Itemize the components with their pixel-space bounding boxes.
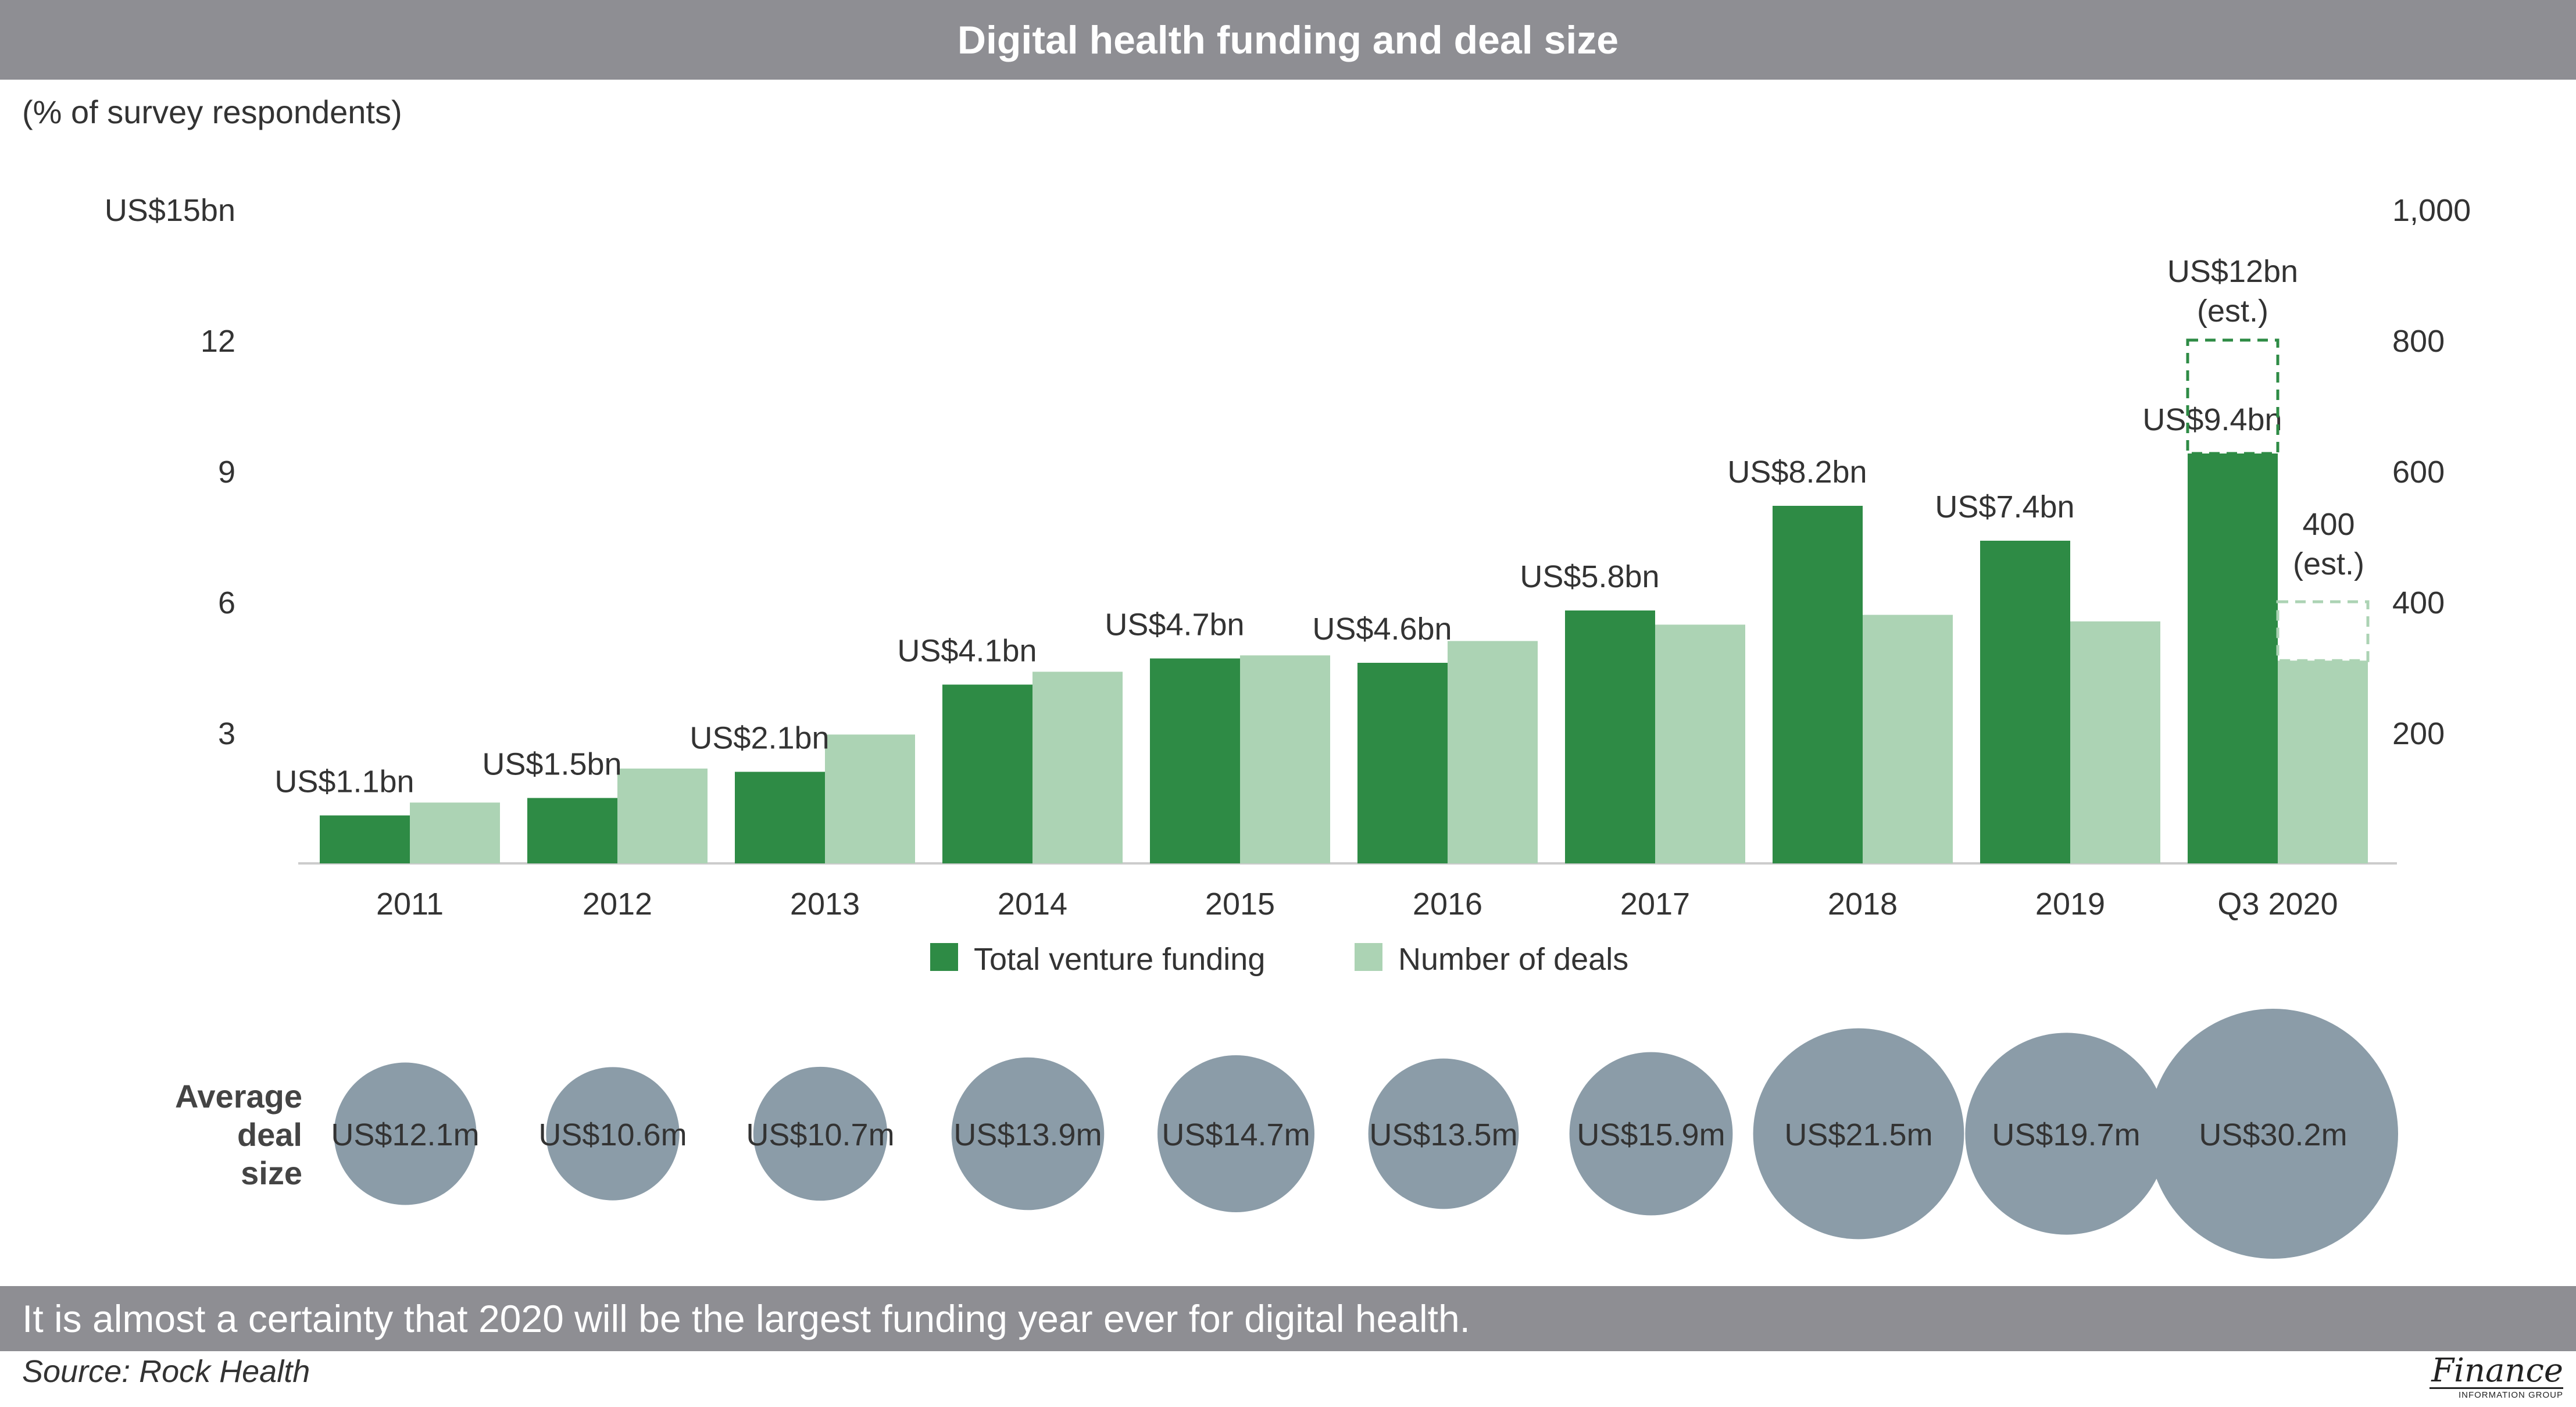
funding-data-label: US$7.4bn <box>1935 490 2074 524</box>
legend-swatch-funding <box>930 943 958 971</box>
deal-size-label: US$15.9m <box>1577 1117 1725 1152</box>
deal-size-bubble <box>334 1062 477 1205</box>
deals-bar <box>617 768 708 863</box>
caption: It is almost a certainty that 2020 will … <box>0 1286 2576 1351</box>
funding-data-label: US$8.2bn <box>1727 455 1867 490</box>
left-axis-tick-label: 3 <box>218 716 235 751</box>
x-axis-category-label: 2019 <box>2035 887 2105 922</box>
deals-bar <box>1655 624 1745 863</box>
right-axis-tick-label: 800 <box>2392 324 2445 359</box>
right-axis-tick-label: 600 <box>2392 455 2445 490</box>
funding-estimate-box <box>2186 338 2280 455</box>
deal-size-label: US$10.7m <box>746 1117 894 1152</box>
right-axis-tick-label: 200 <box>2392 716 2445 751</box>
deal-size-bubble <box>2148 1009 2398 1259</box>
chart-canvas: 3 6 9 12 US$15bn 200 400 600 800 1,000 US$1.1bn 201… <box>105 193 2471 1259</box>
x-axis-category-label: 2012 <box>583 887 652 922</box>
deal-size-label: US$10.6m <box>538 1117 687 1152</box>
x-axis-category-label: 2011 <box>376 887 444 922</box>
x-axis-category-label: 2014 <box>998 887 1067 922</box>
legend-label-funding: Total venture funding <box>974 942 1265 977</box>
x-axis-category-label: 2015 <box>1205 887 1275 922</box>
deals-bar <box>825 734 915 863</box>
deal-size-label: US$13.5m <box>1369 1117 1517 1152</box>
deals-estimate-label: 400 <box>2302 507 2355 542</box>
x-axis-category-label: Q3 2020 <box>2217 887 2338 922</box>
funding-estimate-label: (est.) <box>2197 294 2268 328</box>
funding-bar <box>527 798 617 863</box>
right-axis-tick-label: 1,000 <box>2392 193 2471 228</box>
deal-size-label: US$13.9m <box>953 1117 1102 1152</box>
deals-estimate-label: (est.) <box>2293 547 2364 581</box>
deals-bar <box>1863 615 1953 863</box>
logo-main-text: Finance <box>2431 1352 2563 1390</box>
x-axis-category-label: 2018 <box>1828 887 1898 922</box>
deals-bar <box>2278 660 2368 863</box>
funding-data-label: US$4.1bn <box>897 634 1037 669</box>
deal-size-label: US$12.1m <box>331 1117 479 1152</box>
finance-logo: Finance INFORMATION GROUP <box>2429 1355 2563 1401</box>
deal-size-bubble <box>951 1057 1105 1210</box>
deal-size-label: US$30.2m <box>2199 1117 2347 1152</box>
bubble-row-label: size <box>241 1155 302 1191</box>
deals-bar <box>2070 621 2160 863</box>
funding-bar <box>2188 453 2278 863</box>
x-axis-category-label: 2016 <box>1413 887 1482 922</box>
funding-bar <box>942 684 1032 863</box>
funding-estimate-label: US$12bn <box>2167 254 2298 289</box>
x-axis-category-label: 2017 <box>1620 887 1690 922</box>
chart-subtitle: (% of survey respondents) <box>22 94 402 130</box>
funding-bar <box>735 772 825 863</box>
funding-data-label: US$5.8bn <box>1520 559 1659 594</box>
funding-bar <box>1980 541 2070 863</box>
deal-size-label: US$14.7m <box>1162 1117 1310 1152</box>
source-note: Source: Rock Health <box>22 1354 310 1389</box>
bubble-row-label: Average <box>175 1078 302 1115</box>
deal-size-bubble <box>546 1067 680 1201</box>
funding-bar <box>1773 506 1863 863</box>
deal-size-label: US$21.5m <box>1784 1117 1932 1152</box>
deal-size-bubble <box>1157 1055 1315 1213</box>
funding-bar <box>320 815 410 863</box>
funding-data-label: US$4.7bn <box>1105 608 1244 642</box>
deal-size-label: US$19.7m <box>1992 1117 2140 1152</box>
legend-swatch-deals <box>1355 943 1382 971</box>
funding-data-label: US$9.4bn <box>2142 402 2282 437</box>
bubble-row-label: deal <box>237 1116 302 1153</box>
deal-size-bubble <box>1965 1033 2167 1235</box>
deal-size-bubble <box>1753 1028 1964 1240</box>
deals-bar <box>1448 641 1538 863</box>
deal-size-bubble <box>753 1066 888 1201</box>
deal-size-bubble <box>1569 1052 1733 1216</box>
funding-data-label: US$1.5bn <box>482 747 621 782</box>
left-axis-tick-label: US$15bn <box>105 193 235 228</box>
funding-data-label: US$1.1bn <box>274 765 414 799</box>
funding-bar <box>1150 658 1240 863</box>
funding-bar <box>1565 610 1655 863</box>
chart-title: Digital health funding and deal size <box>0 0 2576 80</box>
logo-sub-text: INFORMATION GROUP <box>2429 1387 2563 1400</box>
funding-bar <box>1357 663 1448 863</box>
left-axis-tick-label: 6 <box>218 585 235 620</box>
deal-size-bubble <box>1368 1058 1519 1209</box>
deals-estimate-box <box>2276 600 2370 662</box>
deals-bar <box>1240 655 1330 863</box>
funding-data-label: US$2.1bn <box>689 721 829 756</box>
funding-data-label: US$4.6bn <box>1312 612 1452 647</box>
x-axis-category-label: 2013 <box>790 887 860 922</box>
legend-label-deals: Number of deals <box>1398 942 1628 977</box>
left-axis-tick-label: 12 <box>201 324 235 359</box>
right-axis-tick-label: 400 <box>2392 585 2445 620</box>
deals-bar <box>410 802 500 863</box>
left-axis-tick-label: 9 <box>218 455 235 490</box>
deals-bar <box>1032 672 1123 863</box>
